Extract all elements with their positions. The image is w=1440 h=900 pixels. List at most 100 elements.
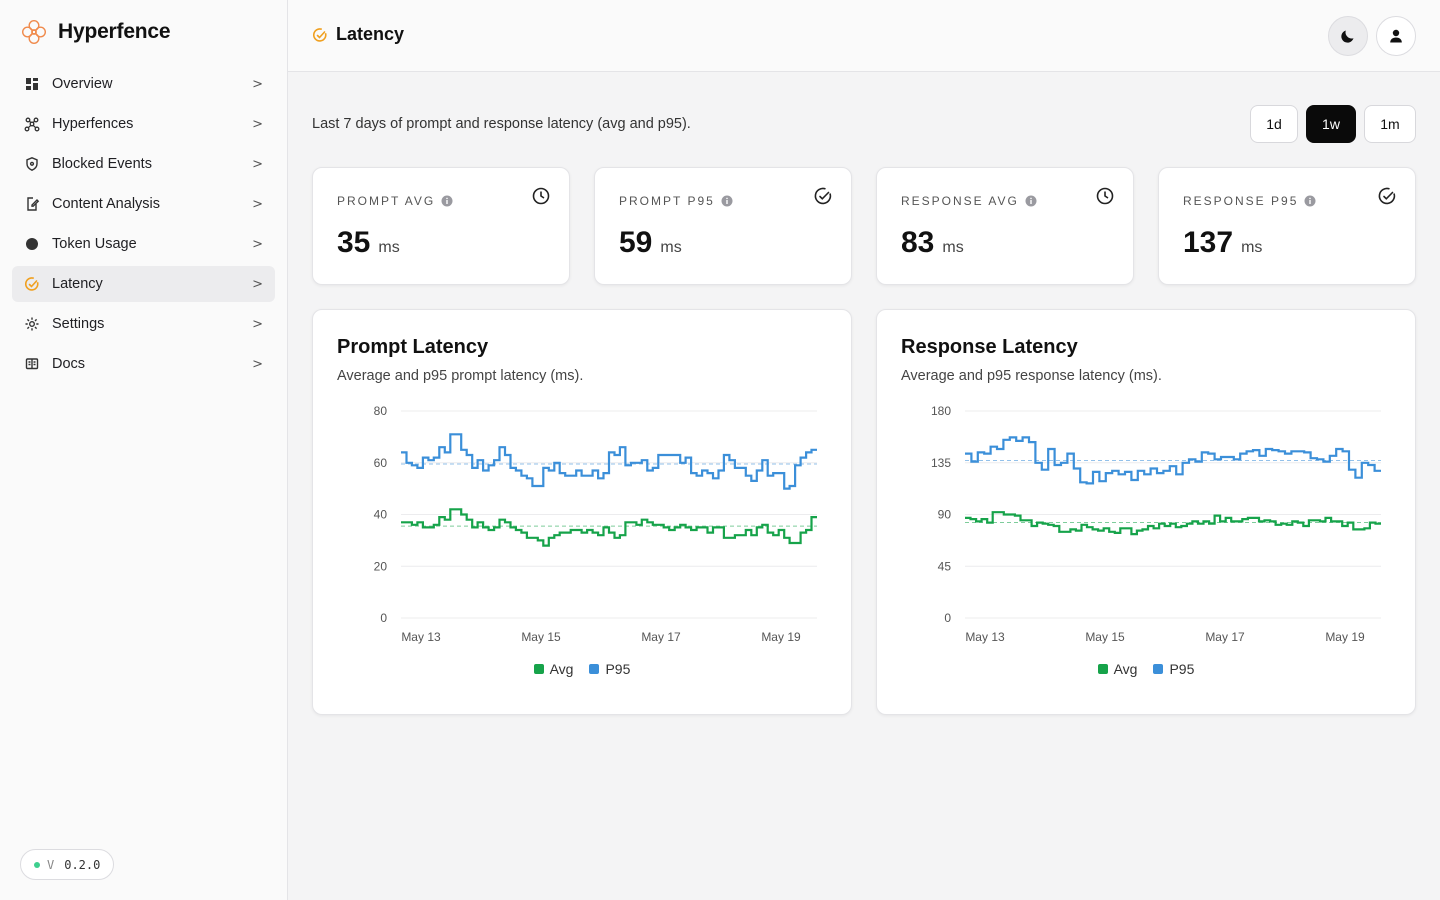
x-tick-label: May 13	[965, 630, 1005, 644]
stat-unit: ms	[660, 239, 682, 256]
y-tick-label: 80	[374, 404, 388, 418]
stat-value: 83 ms	[901, 226, 964, 260]
page-title-text: Latency	[336, 24, 405, 44]
theme-toggle-button[interactable]	[1328, 16, 1368, 56]
stat-card-response-p95: RESPONSE P95 137 ms	[1158, 167, 1416, 285]
sidebar-item-docs[interactable]: Docs >	[12, 346, 275, 382]
legend-swatch	[589, 664, 600, 674]
brand[interactable]: Hyperfence	[20, 18, 171, 46]
status-dot-icon	[34, 861, 40, 868]
legend-label: P95	[605, 661, 631, 677]
chart-subtitle: Average and p95 prompt latency (ms).	[337, 368, 584, 384]
user-icon	[1390, 29, 1402, 43]
chart-title: Response Latency	[901, 336, 1078, 358]
response-latency-chart: 0 45 90 135 180 May 13 May 15 May 17 May 19	[931, 404, 1381, 644]
info-icon[interactable]	[1025, 195, 1037, 207]
y-tick-label: 0	[944, 611, 951, 625]
stat-label-text: RESPONSE AVG	[901, 194, 1019, 208]
hyperfence-logo-icon	[21, 19, 47, 45]
stat-card-prompt-p95: PROMPT P95 59 ms	[594, 167, 852, 285]
y-tick-label: 0	[380, 611, 387, 625]
x-tick-label: May 19	[1325, 630, 1365, 644]
sidebar-item-latency[interactable]: Latency >	[12, 266, 275, 302]
sidebar-item-hyperfences[interactable]: Hyperfences >	[12, 106, 275, 142]
dashboard-icon	[24, 76, 40, 92]
chevron-right-icon: >	[252, 236, 263, 252]
chart-subtitle: Average and p95 response latency (ms).	[901, 368, 1162, 384]
stat-value: 59 ms	[619, 226, 682, 260]
y-tick-label: 180	[931, 404, 951, 418]
chevron-right-icon: >	[252, 116, 263, 132]
range-1w-button[interactable]: 1w	[1306, 105, 1356, 143]
sidebar-item-content-analysis[interactable]: Content Analysis >	[12, 186, 275, 222]
token-icon	[24, 236, 40, 252]
moon-icon	[1341, 30, 1354, 43]
info-icon[interactable]	[721, 195, 733, 207]
series-line-p95	[401, 433, 817, 490]
sidebar-item-label: Docs	[52, 356, 86, 372]
page-title: Latency	[312, 24, 404, 45]
shield-icon	[24, 156, 40, 172]
y-tick-label: 40	[374, 508, 388, 522]
chart-legend: Avg P95	[313, 661, 851, 677]
gauge-icon	[24, 276, 40, 292]
stat-number: 59	[619, 226, 653, 259]
stat-value: 35 ms	[337, 226, 400, 260]
y-tick-label: 20	[374, 559, 388, 573]
gauge-icon	[312, 27, 327, 42]
stat-label-text: PROMPT P95	[619, 194, 715, 208]
range-1m-button[interactable]: 1m	[1364, 105, 1416, 143]
sidebar-item-label: Content Analysis	[52, 196, 161, 212]
y-tick-label: 135	[931, 456, 951, 470]
legend-label: Avg	[549, 661, 574, 677]
legend-item-avg[interactable]: Avg	[533, 661, 574, 677]
sidebar-item-token-usage[interactable]: Token Usage >	[12, 226, 275, 262]
network-icon	[24, 116, 40, 132]
stat-label: RESPONSE P95	[1183, 194, 1316, 208]
legend-swatch	[533, 664, 544, 674]
stat-card-response-avg: RESPONSE AVG 83 ms	[876, 167, 1134, 285]
legend-item-avg[interactable]: Avg	[1097, 661, 1137, 677]
x-tick-label: May 13	[401, 630, 441, 644]
legend-swatch	[1097, 664, 1108, 674]
sidebar-item-settings[interactable]: Settings >	[12, 306, 275, 342]
user-menu-button[interactable]	[1376, 16, 1416, 56]
x-tick-label: May 17	[1205, 630, 1245, 644]
sidebar-item-overview[interactable]: Overview >	[12, 66, 275, 102]
stat-value: 137 ms	[1183, 226, 1262, 260]
stat-label: PROMPT P95	[619, 194, 733, 208]
legend-label: P95	[1169, 661, 1195, 677]
stat-number: 137	[1183, 226, 1234, 259]
range-1d-button[interactable]: 1d	[1250, 105, 1298, 143]
legend-item-p95[interactable]: P95	[589, 661, 630, 677]
x-tick-label: May 15	[1085, 630, 1125, 644]
version-prefix: V	[47, 857, 55, 872]
info-icon[interactable]	[441, 195, 453, 207]
series-line-p95	[965, 436, 1381, 485]
stat-card-prompt-avg: PROMPT AVG 35 ms	[312, 167, 570, 285]
stat-label: PROMPT AVG	[337, 194, 453, 208]
sidebar-item-label: Blocked Events	[52, 156, 152, 172]
chevron-right-icon: >	[252, 76, 263, 92]
x-tick-label: May 15	[521, 630, 561, 644]
info-icon[interactable]	[1304, 195, 1316, 207]
stat-label-text: RESPONSE P95	[1183, 194, 1299, 208]
chart-card-prompt-latency: Prompt Latency Average and p95 prompt la…	[312, 309, 852, 715]
sidebar-item-blocked-events[interactable]: Blocked Events >	[12, 146, 275, 182]
sidebar: Hyperfence Overview > Hyperfences > Bloc…	[0, 0, 288, 900]
stat-number: 35	[337, 226, 371, 259]
chart-legend: Avg P95	[877, 661, 1415, 677]
sidebar-item-label: Overview	[52, 76, 113, 92]
clock-icon	[532, 187, 550, 205]
sidebar-item-label: Hyperfences	[52, 116, 134, 132]
x-tick-label: May 17	[641, 630, 681, 644]
chart-title: Prompt Latency	[337, 336, 489, 358]
sidebar-item-label: Latency	[52, 276, 103, 292]
sidebar-item-label: Settings	[52, 316, 105, 332]
file-edit-icon	[24, 196, 40, 212]
y-tick-label: 90	[938, 508, 952, 522]
sidebar-item-label: Token Usage	[52, 236, 137, 252]
legend-item-p95[interactable]: P95	[1153, 661, 1194, 677]
version-badge: V 0.2.0	[20, 849, 115, 880]
prompt-latency-chart: 0 20 40 60 80 May 13 May 15 May 17 May 19	[374, 404, 817, 644]
